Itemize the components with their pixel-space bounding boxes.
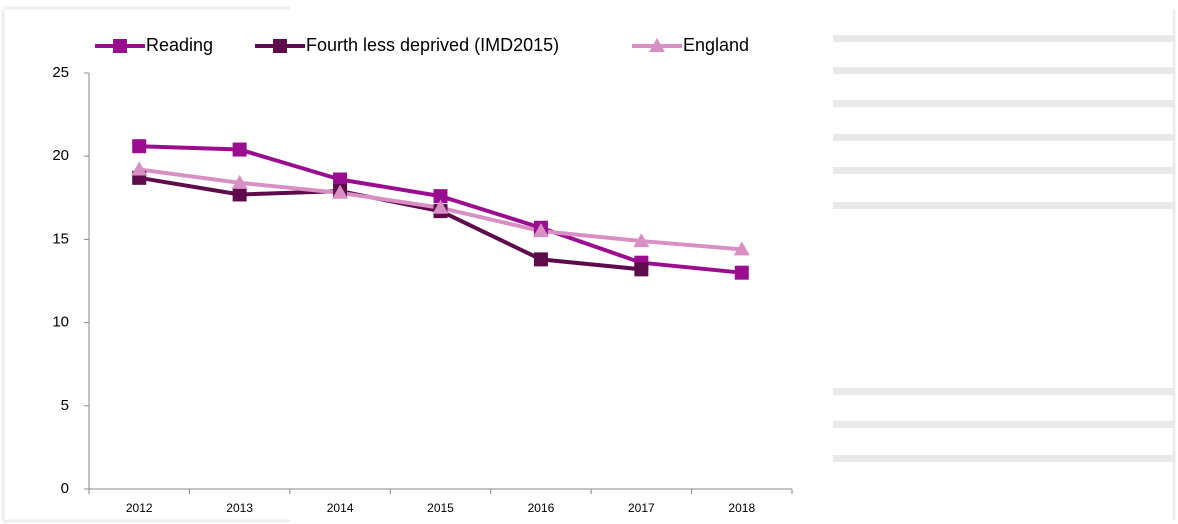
x-tick-label: 2013 [226, 501, 253, 515]
marker [132, 139, 147, 154]
marker [532, 223, 549, 238]
x-tick-label: 2015 [427, 501, 454, 515]
marker [734, 265, 749, 280]
marker [232, 142, 247, 157]
placeholder-bar [833, 67, 1175, 74]
y-tick-label: 25 [52, 64, 69, 81]
marker [633, 233, 650, 248]
x-tick-label: 2014 [327, 501, 354, 515]
marker [533, 252, 548, 267]
placeholder-bar [833, 167, 1175, 174]
placeholder-bar [833, 421, 1175, 428]
marker [332, 184, 349, 199]
legend-label: Reading [146, 35, 213, 55]
legend-marker [649, 38, 665, 52]
legend-marker [113, 39, 127, 53]
placeholder-bar [833, 202, 1175, 209]
placeholder-bar [833, 455, 1175, 462]
marker [231, 174, 248, 189]
x-tick-label: 2017 [628, 501, 655, 515]
placeholder-bar [833, 35, 1175, 42]
y-tick-label: 10 [52, 314, 69, 331]
placeholder-bars [833, 35, 1175, 462]
y-tick-label: 0 [61, 480, 69, 497]
x-tick-label: 2018 [728, 501, 755, 515]
marker [433, 189, 448, 204]
x-tick-label: 2016 [528, 501, 555, 515]
y-tick-label: 20 [52, 147, 69, 164]
marker [432, 199, 449, 214]
placeholder-bar [833, 134, 1175, 141]
marker [232, 187, 247, 202]
marker [634, 262, 649, 277]
x-tick-label: 2012 [126, 501, 153, 515]
placeholder-bar [833, 100, 1175, 107]
y-tick-label: 15 [52, 230, 69, 247]
marker [733, 241, 750, 256]
marker [131, 161, 148, 176]
y-tick-label: 5 [61, 397, 69, 414]
legend-label: England [683, 35, 749, 55]
marker [333, 172, 348, 187]
placeholder-bar [833, 388, 1175, 395]
legend-marker [273, 39, 287, 53]
legend-label: Fourth less deprived (IMD2015) [306, 35, 559, 55]
